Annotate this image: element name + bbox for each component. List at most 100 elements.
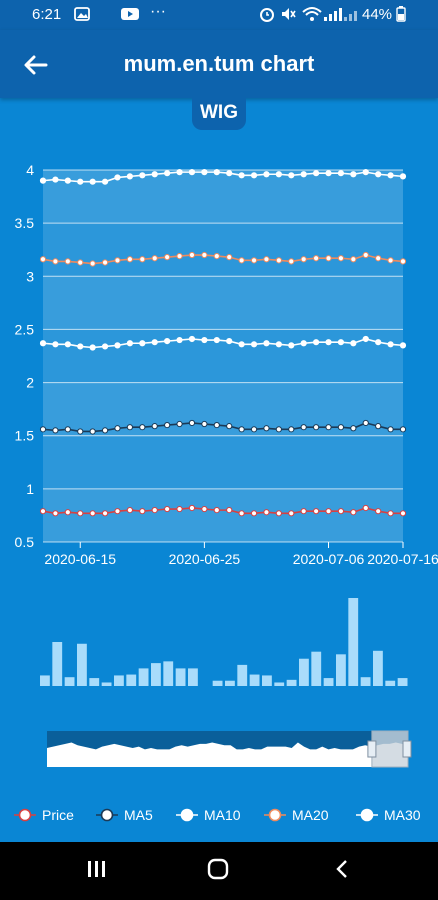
legend-item-ma20[interactable]: MA20 bbox=[264, 807, 329, 823]
point-ma10 bbox=[52, 341, 59, 348]
point-ma20 bbox=[126, 256, 133, 263]
point-ma5 bbox=[39, 426, 47, 433]
volume-bar bbox=[336, 654, 346, 686]
point-price bbox=[337, 508, 345, 515]
wifi-icon bbox=[302, 7, 322, 21]
point-ma10 bbox=[64, 341, 71, 348]
point-price bbox=[288, 510, 295, 517]
volume-chart bbox=[40, 598, 408, 686]
mute-icon bbox=[282, 8, 296, 20]
legend-item-ma5[interactable]: MA5 bbox=[96, 807, 153, 823]
point-ma20 bbox=[337, 255, 345, 262]
point-ma5 bbox=[139, 424, 146, 431]
plot-band bbox=[43, 276, 403, 330]
alarm-icon bbox=[260, 8, 274, 22]
point-ma20 bbox=[89, 260, 96, 267]
point-ma30 bbox=[399, 173, 407, 180]
x-tick-label: 2020-07-16 bbox=[367, 551, 438, 567]
legend-item-price[interactable]: Price bbox=[14, 807, 74, 823]
point-price bbox=[201, 505, 208, 513]
point-ma5 bbox=[238, 426, 245, 433]
point-ma10 bbox=[77, 343, 84, 350]
y-tick-label: 3 bbox=[26, 268, 34, 284]
volume-bar bbox=[64, 677, 75, 686]
volume-bar bbox=[348, 598, 359, 686]
volume-bar bbox=[126, 674, 137, 686]
y-tick-label: 3.5 bbox=[15, 215, 35, 231]
point-price bbox=[151, 507, 158, 514]
point-ma30 bbox=[126, 173, 133, 180]
x-tick-label: 2020-06-25 bbox=[169, 551, 241, 567]
point-ma20 bbox=[387, 257, 394, 264]
recent-apps-icon[interactable] bbox=[84, 856, 110, 882]
point-price bbox=[164, 505, 171, 513]
youtube-icon bbox=[121, 8, 139, 20]
point-ma5 bbox=[399, 426, 407, 433]
point-ma20 bbox=[250, 257, 258, 264]
legend-item-ma30[interactable]: MA30 bbox=[356, 807, 421, 823]
point-ma10 bbox=[164, 338, 171, 345]
point-ma30 bbox=[300, 171, 307, 178]
y-tick-label: 4 bbox=[26, 162, 34, 178]
point-ma10 bbox=[114, 342, 121, 349]
navigator-handle[interactable] bbox=[402, 740, 412, 758]
price-chart[interactable]: 4 3.5 3 2.5 2 1.5 1 0.5 2020-06-15 2020-06-25 2020… bbox=[0, 150, 438, 580]
point-ma30 bbox=[176, 169, 183, 176]
x-tick-label: 2020-07-06 bbox=[293, 551, 365, 567]
point-price bbox=[250, 510, 258, 517]
volume-bar bbox=[40, 675, 50, 686]
point-ma10 bbox=[375, 339, 382, 346]
volume-bar bbox=[237, 664, 248, 686]
back-arrow-icon[interactable] bbox=[20, 50, 50, 80]
range-navigator[interactable] bbox=[0, 725, 438, 775]
point-ma30 bbox=[201, 169, 208, 176]
gallery-icon bbox=[74, 7, 90, 21]
point-price bbox=[313, 508, 320, 515]
point-ma20 bbox=[399, 258, 407, 265]
navigator-handle[interactable] bbox=[367, 740, 377, 758]
legend-marker-icon bbox=[14, 808, 36, 822]
point-ma10 bbox=[337, 339, 345, 346]
point-ma20 bbox=[64, 258, 71, 265]
point-ma5 bbox=[250, 426, 258, 433]
point-ma30 bbox=[77, 178, 84, 185]
point-ma20 bbox=[213, 252, 220, 260]
point-price bbox=[238, 510, 245, 517]
point-ma5 bbox=[300, 424, 307, 431]
point-ma20 bbox=[325, 255, 332, 262]
point-ma20 bbox=[300, 256, 307, 263]
point-ma10 bbox=[300, 340, 307, 347]
nav-back-icon[interactable] bbox=[330, 856, 356, 882]
point-ma30 bbox=[263, 171, 270, 178]
point-ma20 bbox=[201, 251, 208, 259]
volume-bar bbox=[397, 678, 408, 686]
legend-item-ma10[interactable]: MA10 bbox=[176, 807, 241, 823]
point-ma30 bbox=[52, 176, 59, 183]
point-ma20 bbox=[313, 255, 320, 262]
point-ma30 bbox=[114, 174, 121, 181]
battery-percent: 44% bbox=[362, 6, 393, 23]
point-ma20 bbox=[77, 259, 84, 266]
point-ma5 bbox=[213, 421, 220, 429]
legend-label: MA10 bbox=[204, 807, 241, 823]
point-ma10 bbox=[201, 336, 208, 344]
point-ma5 bbox=[151, 423, 158, 430]
point-ma5 bbox=[176, 420, 183, 428]
status-bar: 6:21 ··· 44% bbox=[0, 0, 438, 30]
point-ma30 bbox=[89, 178, 96, 185]
volume-bar bbox=[101, 682, 112, 686]
system-nav-bar bbox=[0, 842, 438, 900]
point-ma5 bbox=[350, 425, 357, 432]
point-ma5 bbox=[52, 427, 59, 434]
point-price bbox=[39, 508, 47, 515]
point-ma30 bbox=[362, 169, 369, 176]
point-ma30 bbox=[350, 171, 357, 178]
y-tick-label: 1.5 bbox=[15, 428, 35, 444]
point-ma10 bbox=[250, 341, 258, 348]
point-ma5 bbox=[77, 428, 84, 435]
volume-bar bbox=[163, 661, 174, 686]
point-ma10 bbox=[126, 340, 133, 347]
home-icon[interactable] bbox=[206, 856, 232, 882]
chart-legend: Price MA5 MA10 MA20 MA30 bbox=[0, 800, 438, 832]
volume-bar bbox=[262, 675, 272, 686]
